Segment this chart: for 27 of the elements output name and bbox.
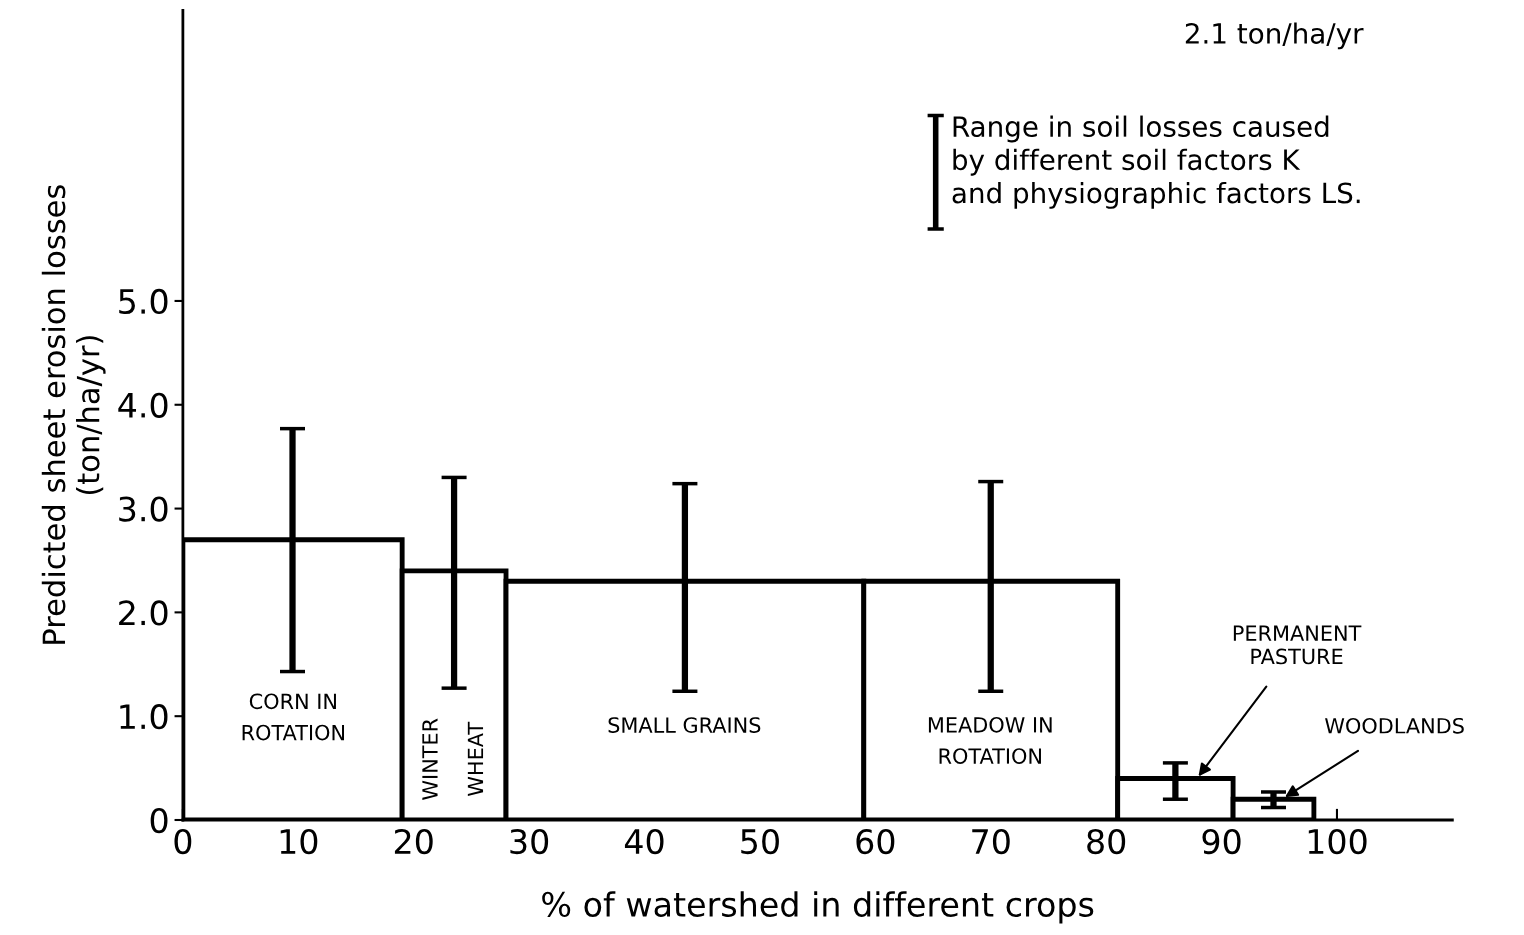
annotation: PERMANENT PASTURE xyxy=(1233,625,1362,665)
text: WINTER WHEAT xyxy=(422,718,484,800)
y-tick-label: 4.0 xyxy=(118,392,168,418)
y-tick-label: 5.0 xyxy=(119,288,168,315)
annotation: SMALL GRAINS xyxy=(608,717,761,733)
y-tick-label: 2.0 xyxy=(119,600,168,626)
x-tick-label: 30 xyxy=(510,828,549,855)
x-tick-label: 10 xyxy=(280,828,318,855)
annotation: WOODLANDS xyxy=(1325,717,1464,734)
annotation: CORN IN ROTATION xyxy=(242,693,345,741)
annotation: 2.1 ton/ha/yr xyxy=(1185,22,1364,50)
x-tick-label: 20 xyxy=(394,828,433,855)
y-tick-label: 1.0 xyxy=(120,704,168,730)
x-tick-label: 0 xyxy=(174,828,192,855)
x-tick-label: 50 xyxy=(741,828,779,855)
x-axis-title: % of watershed in different crops xyxy=(542,891,1094,924)
y-axis-title: Predicted sheet erosion losses (ton/ha/yr) xyxy=(41,185,106,644)
y-tick-label: 3.0 xyxy=(119,496,168,522)
y-tick-label: 0 xyxy=(150,807,168,834)
x-tick-label: 40 xyxy=(624,828,664,855)
x-tick-label: 100 xyxy=(1308,828,1367,855)
annotation: Range in soil losses caused by different soil factors K and physiographic factors LS. xyxy=(952,115,1360,209)
x-tick-label: 60 xyxy=(856,828,895,855)
x-tick-label: 80 xyxy=(1087,828,1126,855)
x-tick-label: 70 xyxy=(972,828,1010,855)
annotation: MEADOW IN ROTATION xyxy=(928,716,1052,764)
x-tick-label: 90 xyxy=(1202,828,1241,855)
